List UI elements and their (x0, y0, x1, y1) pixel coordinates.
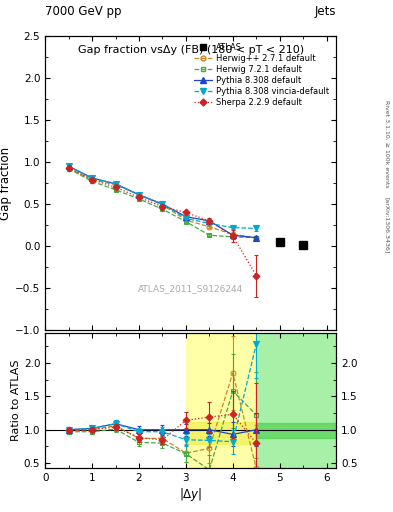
Herwig 7.2.1 default (90, 178, 94, 184)
Herwig 7.2.1 default (137, 196, 141, 202)
Pythia 8.308 default (230, 232, 235, 238)
Sherpa 2.2.9 default (184, 209, 188, 216)
Pythia 8.308 default (137, 192, 141, 198)
X-axis label: $|\Delta y|$: $|\Delta y|$ (179, 486, 202, 503)
Herwig++ 2.7.1 default (90, 177, 94, 183)
Herwig++ 2.7.1 default (207, 224, 212, 230)
Herwig++ 2.7.1 default (254, 234, 259, 241)
Text: Gap fraction vsΔy (FB) (180 < pT < 210): Gap fraction vsΔy (FB) (180 < pT < 210) (77, 45, 304, 55)
Pythia 8.308 default (254, 234, 259, 241)
Herwig++ 2.7.1 default (137, 192, 141, 198)
Herwig++ 2.7.1 default (230, 231, 235, 238)
Text: 7000 GeV pp: 7000 GeV pp (45, 5, 122, 18)
Herwig 7.2.1 default (160, 206, 165, 212)
Pythia 8.308 default (184, 214, 188, 220)
Pythia 8.308 default (113, 181, 118, 187)
Sherpa 2.2.9 default (254, 272, 259, 279)
Line: Pythia 8.308 default: Pythia 8.308 default (66, 163, 259, 241)
Bar (256, 333, 336, 468)
Herwig 7.2.1 default (113, 187, 118, 193)
Herwig 7.2.1 default (254, 234, 259, 241)
Herwig++ 2.7.1 default (113, 182, 118, 188)
Herwig 7.2.1 default (66, 166, 71, 172)
Pythia 8.308 vincia-default (184, 216, 188, 222)
Sherpa 2.2.9 default (90, 177, 94, 183)
Herwig 7.2.1 default (184, 219, 188, 225)
Pythia 8.308 default (160, 201, 165, 207)
Pythia 8.308 default (90, 175, 94, 181)
Pythia 8.308 default (207, 218, 212, 224)
Pythia 8.308 default (66, 163, 71, 169)
Text: Rivet 3.1.10, ≥ 100k events: Rivet 3.1.10, ≥ 100k events (385, 99, 389, 187)
Sherpa 2.2.9 default (66, 165, 71, 171)
Pythia 8.308 vincia-default (137, 192, 141, 198)
Sherpa 2.2.9 default (160, 204, 165, 210)
Pythia 8.308 vincia-default (113, 181, 118, 187)
Sherpa 2.2.9 default (137, 194, 141, 200)
Text: Jets: Jets (314, 5, 336, 18)
Pythia 8.308 vincia-default (160, 201, 165, 207)
Herwig 7.2.1 default (207, 232, 212, 238)
Sherpa 2.2.9 default (113, 184, 118, 190)
Sherpa 2.2.9 default (230, 233, 235, 239)
Bar (186, 333, 256, 468)
Line: Herwig 7.2.1 default: Herwig 7.2.1 default (66, 166, 259, 240)
Y-axis label: Ratio to ATLAS: Ratio to ATLAS (11, 360, 21, 441)
Herwig++ 2.7.1 default (160, 202, 165, 208)
Y-axis label: Gap fraction: Gap fraction (0, 146, 12, 220)
Herwig++ 2.7.1 default (184, 217, 188, 223)
Legend: ATLAS, Herwig++ 2.7.1 default, Herwig 7.2.1 default, Pythia 8.308 default, Pythi: ATLAS, Herwig++ 2.7.1 default, Herwig 7.… (191, 40, 332, 110)
Herwig++ 2.7.1 default (66, 165, 71, 171)
Line: Sherpa 2.2.9 default: Sherpa 2.2.9 default (66, 165, 259, 278)
Herwig 7.2.1 default (230, 234, 235, 240)
Line: Herwig++ 2.7.1 default: Herwig++ 2.7.1 default (66, 165, 259, 240)
Pythia 8.308 vincia-default (66, 163, 71, 169)
Pythia 8.308 vincia-default (254, 225, 259, 231)
Text: ATLAS_2011_S9126244: ATLAS_2011_S9126244 (138, 285, 243, 293)
Pythia 8.308 vincia-default (207, 220, 212, 226)
Pythia 8.308 vincia-default (90, 175, 94, 181)
Sherpa 2.2.9 default (207, 218, 212, 224)
Pythia 8.308 vincia-default (230, 225, 235, 231)
Text: [arXiv:1306.3436]: [arXiv:1306.3436] (385, 197, 389, 253)
Line: Pythia 8.308 vincia-default: Pythia 8.308 vincia-default (66, 163, 259, 231)
